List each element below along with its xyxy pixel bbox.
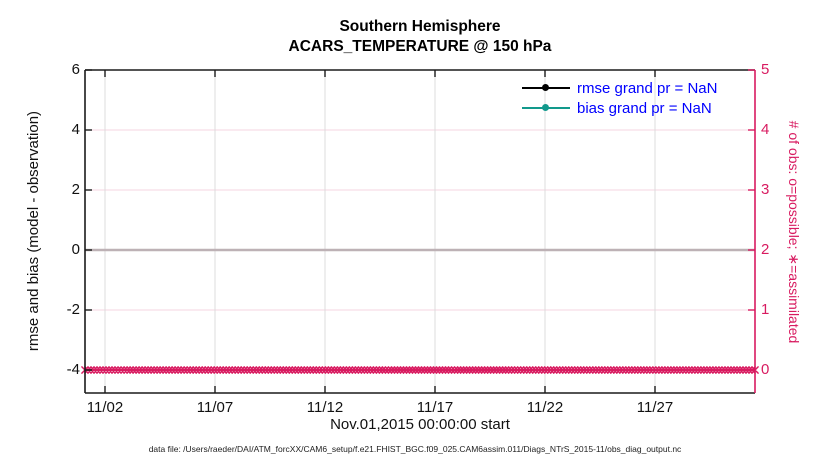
right-tick-label: 4 <box>761 121 770 138</box>
legend-item-bias: bias grand pr = NaN <box>522 98 717 118</box>
chart-title: Southern Hemisphere ACARS_TEMPERATURE @ … <box>85 17 755 57</box>
right-axis-label: # of obs: o=possible; ∗=assimilated <box>786 120 802 344</box>
left-tick-label: 2 <box>71 181 80 198</box>
x-tick-label: 11/22 <box>526 399 564 416</box>
title-line-2: ACARS_TEMPERATURE @ 150 hPa <box>288 38 552 55</box>
bias-marker-icon <box>542 104 549 112</box>
left-tick-label: 6 <box>71 61 80 78</box>
right-tick-label: 5 <box>761 61 770 78</box>
title-line-1: Southern Hemisphere <box>339 18 501 35</box>
x-tick-label: 11/27 <box>636 399 674 416</box>
x-tick-label: 11/07 <box>196 399 234 416</box>
right-tick-label: 1 <box>761 301 770 318</box>
x-tick-label: 11/12 <box>306 399 344 416</box>
right-tick-label: 3 <box>761 181 770 198</box>
left-tick-label: 0 <box>71 241 80 258</box>
rmse-line-sample <box>522 84 570 92</box>
x-tick-label: 11/02 <box>86 399 124 416</box>
legend-item-rmse: rmse grand pr = NaN <box>522 78 717 98</box>
data-file-path: data file: /Users/raeder/DAI/ATM_forcXX/… <box>148 444 682 454</box>
left-tick-label: -4 <box>66 361 80 378</box>
right-tick-label: 2 <box>761 241 770 258</box>
left-tick-label: 4 <box>71 121 80 138</box>
bias-line-sample <box>522 104 570 112</box>
legend-label-rmse: rmse grand pr = NaN <box>577 79 718 97</box>
legend: rmse grand pr = NaN bias grand pr = NaN <box>522 78 717 118</box>
x-tick-label: 11/17 <box>416 399 454 416</box>
left-axis-label: rmse and bias (model - observation) <box>25 110 42 352</box>
x-axis-label: Nov.01,2015 00:00:00 start <box>330 416 510 433</box>
right-tick-label: 0 <box>761 361 770 378</box>
legend-label-bias: bias grand pr = NaN <box>577 99 712 117</box>
rmse-marker-icon <box>542 84 549 92</box>
left-tick-label: -2 <box>66 301 80 318</box>
